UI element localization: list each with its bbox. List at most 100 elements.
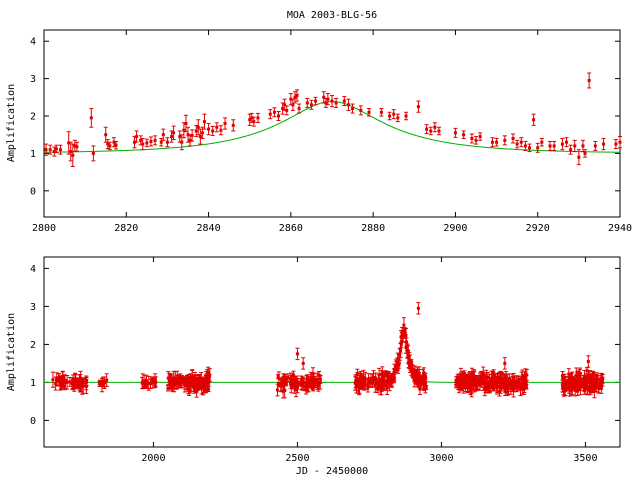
top-data-point xyxy=(89,116,93,120)
bottom-data-point xyxy=(141,379,145,383)
top-data-point xyxy=(289,97,293,101)
bottom-data-point xyxy=(399,343,403,347)
top-data-point xyxy=(277,114,281,118)
bottom-data-point xyxy=(569,384,573,388)
bottom-data-point xyxy=(565,384,569,388)
bottom-data-point xyxy=(363,377,367,381)
bottom-data-point xyxy=(295,380,299,384)
top-data-point xyxy=(396,116,400,120)
bottom-data-point xyxy=(185,377,189,381)
top-data-point xyxy=(618,140,622,144)
bottom-data-point xyxy=(392,378,396,382)
bottom-x-tick-label: 3500 xyxy=(573,453,597,464)
bottom-data-point xyxy=(153,381,157,385)
bottom-data-point xyxy=(593,382,597,386)
bottom-data-point xyxy=(294,388,298,392)
bottom-data-point xyxy=(478,381,482,385)
bottom-data-point xyxy=(390,374,394,378)
bottom-y-axis-label: Amplification xyxy=(6,313,17,391)
top-model-line xyxy=(43,101,621,153)
bottom-data-point xyxy=(98,382,102,386)
bottom-data-point xyxy=(588,380,592,384)
top-data-point xyxy=(532,118,536,122)
bottom-data-point xyxy=(195,382,199,386)
bottom-data-point xyxy=(296,382,300,386)
top-data-point xyxy=(272,110,276,114)
bottom-plot-frame xyxy=(43,256,621,448)
top-data-point xyxy=(106,142,110,146)
bottom-data-point xyxy=(522,386,526,390)
bottom-data-point xyxy=(78,376,82,380)
top-data-point xyxy=(161,133,165,137)
top-data-point xyxy=(330,99,334,103)
top-data-point xyxy=(153,138,157,142)
top-data-point xyxy=(503,138,507,142)
top-data-point xyxy=(133,140,137,144)
top-data-point xyxy=(215,125,219,129)
top-data-point xyxy=(114,143,118,147)
top-data-point xyxy=(135,135,139,139)
bottom-data-point xyxy=(416,372,420,376)
bottom-data-point xyxy=(415,381,419,385)
bottom-data-point xyxy=(404,340,408,344)
bottom-data-point xyxy=(480,376,484,380)
top-data-point xyxy=(614,142,618,146)
top-data-point xyxy=(231,123,235,127)
bottom-y-tick-label: 2 xyxy=(30,340,36,351)
top-x-tick-label: 2860 xyxy=(279,223,303,234)
bottom-data-point xyxy=(457,375,461,379)
bottom-data-point xyxy=(566,382,570,386)
bottom-data-point xyxy=(84,385,88,389)
bottom-data-point xyxy=(290,381,294,385)
bottom-data-point xyxy=(568,384,572,388)
bottom-data-point xyxy=(454,379,458,383)
bottom-data-point xyxy=(102,382,106,386)
top-data-point xyxy=(52,150,56,154)
bottom-data-point xyxy=(490,376,494,380)
top-data-point xyxy=(490,140,494,144)
bottom-data-point xyxy=(470,375,474,379)
top-data-point xyxy=(75,145,79,149)
bottom-y-tick-label: 1 xyxy=(30,378,36,389)
top-data-point xyxy=(54,147,58,151)
top-data-point xyxy=(219,128,223,132)
top-data-point xyxy=(322,95,326,99)
top-data-point xyxy=(104,133,108,137)
bottom-data-point xyxy=(457,386,461,390)
top-data-point xyxy=(182,128,186,132)
bottom-data-point xyxy=(582,381,586,385)
bottom-data-point xyxy=(206,371,210,375)
bottom-data-point xyxy=(283,379,287,383)
top-data-point xyxy=(495,140,499,144)
bottom-data-point xyxy=(582,388,586,392)
bottom-data-point xyxy=(144,382,148,386)
bottom-data-point xyxy=(398,348,402,352)
bottom-data-point xyxy=(281,389,285,393)
top-data-point xyxy=(145,141,149,145)
bottom-data-point xyxy=(374,376,378,380)
bottom-data-point xyxy=(82,381,86,385)
top-data-point xyxy=(540,140,544,144)
top-data-point xyxy=(196,125,200,129)
bottom-data-point xyxy=(423,376,427,380)
bottom-data-point xyxy=(396,368,400,372)
top-data-point xyxy=(73,144,77,148)
bottom-data-point xyxy=(517,381,521,385)
bottom-x-tick-label: 3000 xyxy=(429,453,453,464)
bottom-data-point xyxy=(366,377,370,381)
top-data-point xyxy=(186,133,190,137)
bottom-data-point xyxy=(589,386,593,390)
bottom-data-point xyxy=(291,383,295,387)
bottom-data-point xyxy=(591,374,595,378)
bottom-data-point xyxy=(179,379,183,383)
bottom-panel: Amplification JD - 2450000 0 1 2 3 4 2000 2500… xyxy=(6,256,621,477)
top-data-point xyxy=(170,135,174,139)
top-y-tick-label: 2 xyxy=(30,112,36,123)
bottom-data-point xyxy=(166,386,170,390)
bottom-data-point xyxy=(396,358,400,362)
top-data-point xyxy=(188,138,192,142)
bottom-data-point xyxy=(379,387,383,391)
bottom-data-point xyxy=(151,381,155,385)
top-data-point xyxy=(149,139,153,143)
